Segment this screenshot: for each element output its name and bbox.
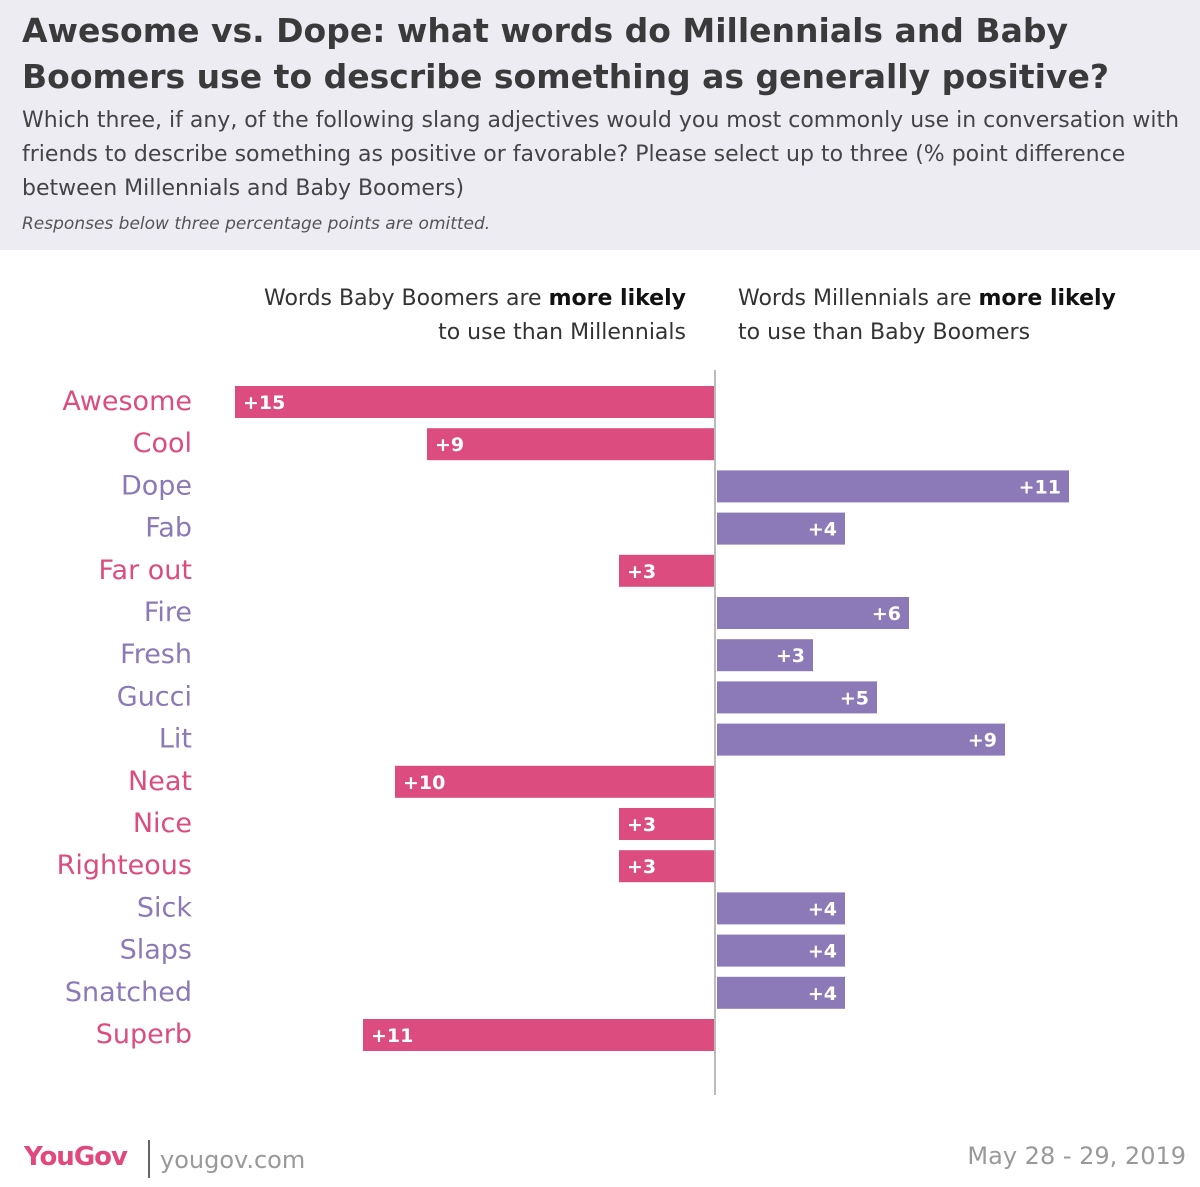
category-label-awesome: Awesome bbox=[62, 386, 192, 417]
data-label-sick: +4 bbox=[808, 898, 837, 920]
bar-righteous bbox=[619, 850, 715, 883]
category-label-neat: Neat bbox=[128, 766, 192, 797]
data-label-gucci: +5 bbox=[840, 687, 869, 709]
bar-superb bbox=[363, 1019, 715, 1051]
bar-neat bbox=[395, 765, 715, 798]
category-label-fire: Fire bbox=[144, 597, 192, 628]
diverging-bar-chart: Awesome +15 Cool +9 Dope +11 Fab +4 Far out +3 Fir… bbox=[57, 370, 1069, 1095]
category-label-dope: Dope bbox=[121, 470, 192, 501]
data-label-snatched: +4 bbox=[808, 983, 837, 1005]
category-label-lit: Lit bbox=[159, 724, 192, 755]
bar-dope bbox=[717, 470, 1069, 503]
bar-fire bbox=[717, 597, 909, 629]
bar-lit bbox=[717, 723, 1005, 756]
category-label-righteous: Righteous bbox=[57, 850, 192, 881]
category-label-fab: Fab bbox=[145, 513, 192, 544]
bar-fab bbox=[717, 512, 845, 545]
right-column-header: Words Millennials are more likely to use… bbox=[738, 282, 1198, 350]
bar-sick bbox=[717, 892, 845, 925]
category-label-cool: Cool bbox=[133, 428, 192, 459]
bar-awesome bbox=[235, 386, 715, 418]
footer-url: yougov.com bbox=[160, 1146, 306, 1174]
bar-cool bbox=[427, 428, 715, 461]
category-label-nice: Nice bbox=[133, 808, 192, 839]
category-label-snatched: Snatched bbox=[65, 977, 192, 1008]
bar-slaps bbox=[717, 934, 845, 967]
bar-snatched bbox=[717, 976, 845, 1009]
data-label-far-out: +3 bbox=[627, 561, 656, 583]
bar-gucci bbox=[717, 681, 877, 714]
data-label-fresh: +3 bbox=[776, 645, 805, 667]
left-header-bold: more likely bbox=[548, 286, 686, 311]
left-header-prefix: Words Baby Boomers are bbox=[263, 286, 549, 311]
category-label-fresh: Fresh bbox=[120, 639, 192, 670]
category-label-far-out: Far out bbox=[99, 555, 193, 586]
footer-divider bbox=[148, 1140, 150, 1178]
right-header-suffix: to use than Baby Boomers bbox=[738, 320, 1031, 345]
right-header-prefix: Words Millennials are bbox=[738, 286, 979, 311]
bar-fresh bbox=[717, 639, 813, 672]
chart-title: Awesome vs. Dope: what words do Millenni… bbox=[22, 11, 1109, 96]
category-label-sick: Sick bbox=[137, 892, 192, 923]
data-label-lit: +9 bbox=[968, 730, 997, 752]
category-label-superb: Superb bbox=[96, 1019, 192, 1050]
data-label-superb: +11 bbox=[371, 1025, 413, 1047]
data-label-slaps: +4 bbox=[808, 941, 837, 963]
bar-far-out bbox=[619, 554, 715, 587]
category-label-slaps: Slaps bbox=[120, 935, 192, 966]
data-label-cool: +9 bbox=[435, 434, 464, 456]
data-label-fab: +4 bbox=[808, 519, 837, 541]
data-label-awesome: +15 bbox=[243, 392, 285, 414]
data-label-nice: +3 bbox=[627, 814, 656, 836]
data-label-neat: +10 bbox=[403, 772, 445, 794]
right-header-bold: more likely bbox=[978, 286, 1116, 311]
yougov-logo: YouGov bbox=[24, 1142, 128, 1172]
chart-subtitle: Which three, if any, of the following sl… bbox=[22, 108, 1180, 201]
left-header-suffix: to use than Millennials bbox=[438, 320, 686, 345]
data-label-dope: +11 bbox=[1019, 476, 1061, 498]
bar-nice bbox=[619, 808, 715, 840]
category-label-gucci: Gucci bbox=[117, 681, 192, 712]
chart-note: Responses below three percentage points … bbox=[22, 214, 491, 234]
footer-date: May 28 - 29, 2019 bbox=[967, 1142, 1186, 1170]
data-label-righteous: +3 bbox=[627, 856, 656, 878]
data-label-fire: +6 bbox=[872, 603, 901, 625]
left-column-header: Words Baby Boomers are more likely to us… bbox=[150, 282, 686, 350]
header-panel: Awesome vs. Dope: what words do Millenni… bbox=[0, 0, 1200, 250]
